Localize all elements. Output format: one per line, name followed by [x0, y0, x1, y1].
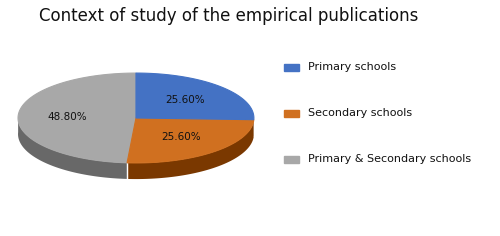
Polygon shape — [18, 73, 136, 163]
Text: Context of study of the empirical publications: Context of study of the empirical public… — [39, 7, 418, 25]
Text: Primary & Secondary schools: Primary & Secondary schools — [308, 155, 471, 164]
Polygon shape — [127, 118, 254, 163]
Polygon shape — [18, 116, 127, 179]
Text: 48.80%: 48.80% — [48, 112, 88, 122]
Text: Secondary schools: Secondary schools — [308, 108, 412, 118]
Bar — [284, 64, 299, 71]
Polygon shape — [127, 120, 254, 179]
Text: Primary schools: Primary schools — [308, 62, 396, 72]
Bar — [284, 110, 299, 117]
Text: 25.60%: 25.60% — [166, 95, 205, 105]
Text: 25.60%: 25.60% — [162, 132, 202, 143]
Bar — [284, 156, 299, 163]
Polygon shape — [136, 73, 254, 120]
